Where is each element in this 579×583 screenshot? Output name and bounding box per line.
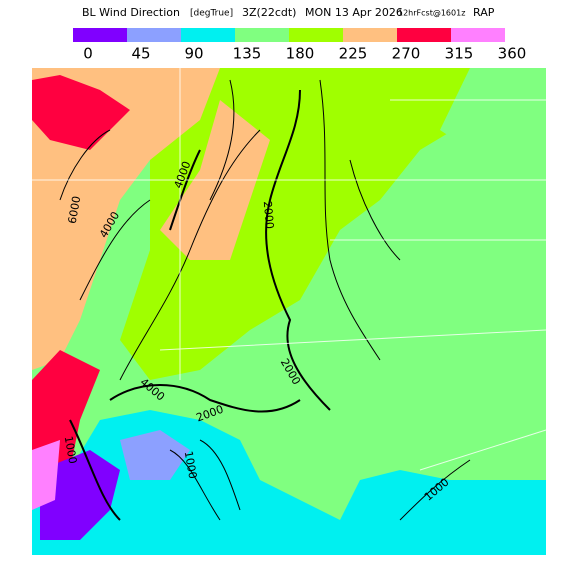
boundary (32, 68, 547, 471)
region-270-315-north (32, 75, 130, 150)
colorbar-label: 270 (392, 45, 421, 63)
colorbar: 0 45 90 135 180 225 270 315 360 (73, 28, 526, 63)
contour-bold (69, 384, 301, 521)
colorbar-swatch (181, 28, 235, 42)
colorbar-swatch (235, 28, 289, 42)
colorbar-label: 315 (445, 45, 474, 63)
region-45-90 (120, 430, 190, 480)
region-0-45 (40, 450, 120, 540)
colorbar-label: 180 (286, 45, 315, 63)
colorbar-swatch (451, 28, 505, 42)
contour (209, 79, 401, 361)
colorbar-swatch (127, 28, 181, 42)
contour-label: 6000 (66, 195, 84, 225)
colorbar-swatch (397, 28, 451, 42)
colorbar-swatch (73, 28, 127, 42)
colorbar-label: 135 (233, 45, 262, 63)
region-315-360 (32, 440, 60, 510)
contour-label: 2000 (261, 200, 276, 229)
contour-bold (169, 89, 331, 411)
contour (59, 129, 261, 381)
title-units: [degTrue] (190, 9, 233, 19)
colorbar-swatch (289, 28, 343, 42)
title-name: BL Wind Direction (82, 6, 180, 19)
colorbar-label: 45 (131, 45, 150, 63)
contour (169, 439, 471, 521)
colorbar-label: 90 (184, 45, 203, 63)
contour-label: 1000 (62, 435, 80, 465)
title-valid: 3Z(22cdt) (242, 6, 296, 19)
title: BL Wind Direction [degTrue] 3Z(22cdt) MO… (82, 6, 495, 19)
contour-label: 1000 (182, 450, 200, 480)
colorbar-label: 225 (339, 45, 368, 63)
colorbar-label: 0 (83, 45, 93, 63)
title-forecast: 12hrFcst@1601z (398, 9, 465, 18)
title-date: MON 13 Apr 2026 (305, 6, 403, 19)
region-135-180-north (440, 68, 546, 190)
colorbar-label: 360 (498, 45, 527, 63)
colorbar-swatch (343, 28, 397, 42)
title-model: RAP (473, 6, 495, 19)
